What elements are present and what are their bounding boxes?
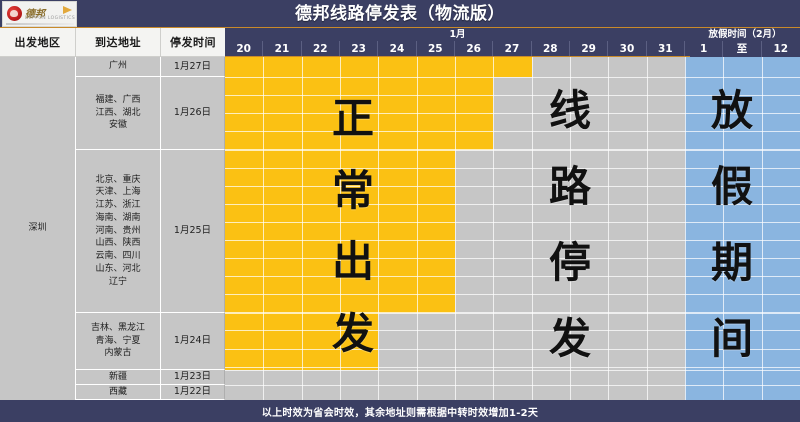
cell-arrival-address: 吉林、黑龙江 青海、宁夏 内蒙古 bbox=[76, 313, 161, 370]
grid-line-horizontal bbox=[225, 385, 800, 386]
grid-line-horizontal bbox=[225, 258, 800, 259]
grid-line-vertical bbox=[723, 57, 725, 400]
label-normal-departure: 正常出发 bbox=[331, 94, 374, 358]
title-divider bbox=[0, 27, 800, 28]
grid-line-horizontal bbox=[225, 313, 800, 314]
grid-line-horizontal bbox=[225, 294, 800, 295]
day-header-jan-21: 21 bbox=[263, 41, 302, 57]
grid-line-horizontal bbox=[225, 186, 800, 187]
grid-line-horizontal bbox=[225, 222, 800, 223]
day-header-jan-26: 26 bbox=[455, 41, 494, 57]
cell-stop-time: 1月27日 bbox=[161, 57, 225, 77]
day-header-jan-22: 22 bbox=[302, 41, 340, 57]
month-label-january: 1月 bbox=[449, 29, 466, 40]
logo-brand-text: 德邦 bbox=[25, 9, 45, 20]
day-header-jan-25: 25 bbox=[417, 41, 455, 57]
cell-stop-time: 1月23日 bbox=[161, 370, 225, 385]
day-header-feb-至: 至 bbox=[723, 41, 762, 57]
grid-line-horizontal bbox=[225, 349, 800, 350]
grid-line-vertical bbox=[301, 57, 303, 400]
grid-line-horizontal bbox=[225, 312, 800, 313]
cell-arrival-address: 北京、重庆 天津、上海 江苏、浙江 海南、湖南 河南、贵州 山西、陕西 云南、四… bbox=[76, 150, 161, 313]
day-header-jan-24: 24 bbox=[378, 41, 417, 57]
label-holiday-period: 放假期间 bbox=[710, 86, 753, 363]
logo-underbar bbox=[6, 23, 74, 25]
grid-line-vertical bbox=[378, 57, 380, 400]
page-title: 德邦线路停发表（物流版） bbox=[295, 4, 505, 24]
grid-line-vertical bbox=[570, 57, 571, 400]
month-label-february-holiday: 放假时间（2月） bbox=[708, 29, 782, 40]
grid-line-horizontal bbox=[225, 367, 800, 368]
grid-line-vertical bbox=[340, 57, 341, 400]
grid-line-horizontal bbox=[225, 113, 800, 114]
schedule-table: 深圳 广州 1月27日 福建、广西 江西、湖北 安徽 1月26日 北京、重庆 天津、上海 … bbox=[0, 57, 225, 400]
day-header-jan-31: 31 bbox=[647, 41, 685, 57]
grid-line-vertical bbox=[761, 57, 763, 400]
grid-line-vertical bbox=[685, 57, 686, 400]
cell-stop-time: 1月24日 bbox=[161, 313, 225, 370]
grid-line-vertical bbox=[608, 57, 610, 400]
day-header-jan-30: 30 bbox=[608, 41, 647, 57]
label-route-suspended: 线路停发 bbox=[548, 86, 591, 363]
footer-note: 以上时效为省会时效，其余地址则需根据中转时效增加1-2天 bbox=[0, 400, 800, 422]
band-holiday-period bbox=[685, 57, 800, 400]
grid-line-horizontal bbox=[225, 330, 800, 331]
grid-line-vertical bbox=[493, 57, 495, 400]
calendar-header: 1月 放假时间（2月） 20 21 22 23 24 25 26 27 28 29 30 31 1 至 12 bbox=[225, 28, 800, 57]
grid-line-horizontal bbox=[225, 240, 800, 241]
day-header-jan-28: 28 bbox=[532, 41, 570, 57]
cell-arrival-address: 新疆 bbox=[76, 370, 161, 385]
day-header-feb-1: 1 bbox=[685, 41, 724, 57]
grid-line-horizontal bbox=[225, 77, 800, 78]
column-header-stop-time: 停发时间 bbox=[161, 28, 225, 57]
day-header-jan-23: 23 bbox=[340, 41, 379, 57]
day-header-jan-29: 29 bbox=[570, 41, 609, 57]
column-header-depart-region: 出发地区 bbox=[0, 28, 76, 57]
grid-line-horizontal bbox=[225, 95, 800, 96]
day-header-jan-20: 20 bbox=[225, 41, 264, 57]
cell-arrival-address: 福建、广西 江西、湖北 安徽 bbox=[76, 77, 161, 150]
cell-arrival-address: 西藏 bbox=[76, 385, 161, 400]
grid-line-horizontal bbox=[225, 131, 800, 132]
cell-stop-time: 1月26日 bbox=[161, 77, 225, 150]
grid-line-vertical bbox=[263, 57, 265, 400]
january-header-underline bbox=[225, 56, 690, 57]
grid-line-vertical bbox=[455, 57, 456, 400]
column-header-arrival-address: 到达地址 bbox=[76, 28, 161, 57]
cell-arrival-address: 广州 bbox=[76, 57, 161, 77]
logo-tagline: DEPPON LOGISTICS bbox=[25, 16, 76, 21]
grid-line-horizontal bbox=[225, 149, 800, 150]
grid-line-vertical bbox=[531, 57, 533, 400]
grid-line-horizontal bbox=[225, 370, 800, 371]
grid-line-horizontal bbox=[225, 276, 800, 277]
logo-arrow-icon bbox=[63, 6, 72, 14]
cell-stop-time: 1月25日 bbox=[161, 150, 225, 313]
grid-line-vertical bbox=[416, 57, 418, 400]
day-header-feb-12: 12 bbox=[773, 43, 789, 55]
grid-line-horizontal bbox=[225, 150, 800, 151]
cell-stop-time: 1月22日 bbox=[161, 385, 225, 400]
cell-depart-region: 深圳 bbox=[0, 57, 76, 400]
grid-line-horizontal bbox=[225, 204, 800, 205]
day-header-jan-27: 27 bbox=[493, 41, 532, 57]
logo-circle-icon bbox=[7, 6, 22, 21]
grid-line-horizontal bbox=[225, 168, 800, 169]
deppon-logo: 德邦 DEPPON LOGISTICS bbox=[2, 1, 77, 27]
title-bar: 德邦线路停发表（物流版） 德邦 DEPPON LOGISTICS bbox=[0, 0, 800, 28]
timeline-grid: 正常出发 线路停发 放假期间 bbox=[225, 57, 800, 400]
grid-line-vertical bbox=[646, 57, 648, 400]
